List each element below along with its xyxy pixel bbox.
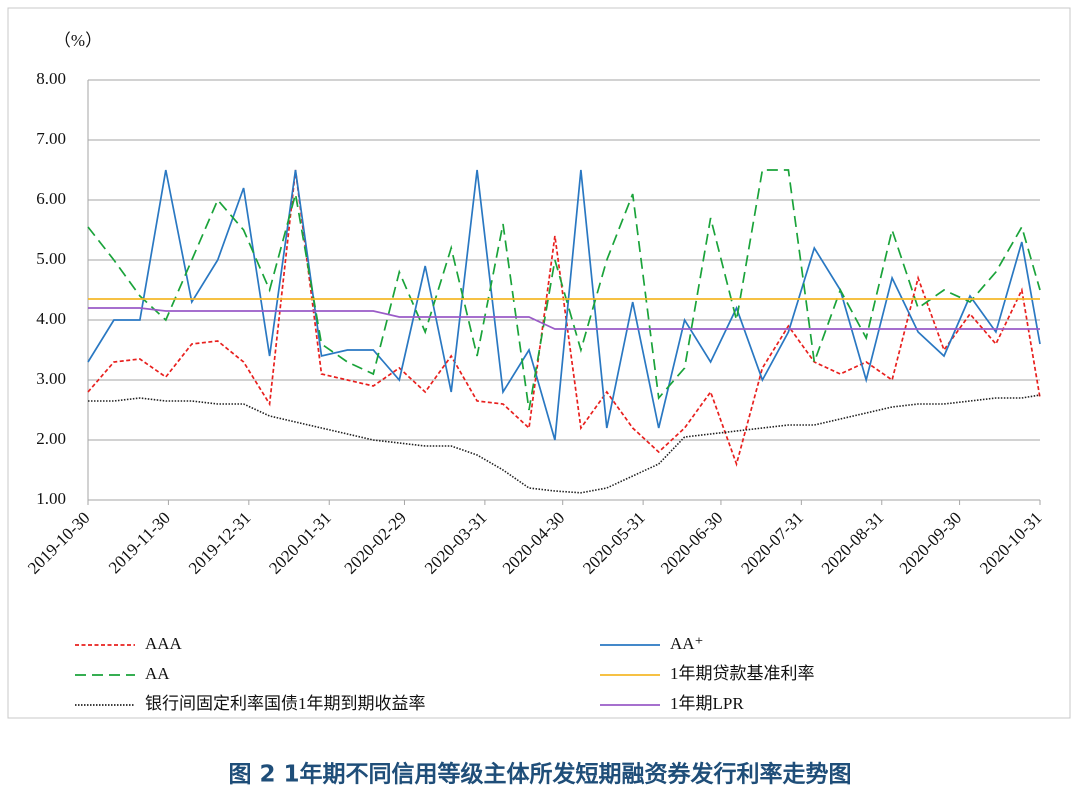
caption: 图 2 1年期不同信用等级主体所发短期融资券发行利率走势图 xyxy=(228,761,851,788)
series-line xyxy=(87,169,1041,441)
chart-frame xyxy=(7,7,1071,719)
series-line xyxy=(87,169,1041,467)
y-tick-label: 7.00 xyxy=(36,129,66,148)
y-tick-label: 8.00 xyxy=(36,69,66,88)
legend-label: 银行间固定利率国债1年期到期收益率 xyxy=(145,694,426,713)
y-tick-label: 6.00 xyxy=(36,189,66,208)
y-tick-label: 5.00 xyxy=(36,249,66,268)
legend-label: 1年期LPR xyxy=(670,694,744,713)
y-tick-label: 1.00 xyxy=(36,489,66,508)
series-line xyxy=(88,394,1041,494)
series-line xyxy=(88,307,1040,330)
y-tick-label: 4.00 xyxy=(36,309,66,328)
y-tick-label: 2.00 xyxy=(36,429,66,448)
legend-label: AA⁺ xyxy=(670,634,704,653)
y-tick-label: 3.00 xyxy=(36,369,66,388)
legend-label: AA xyxy=(145,664,170,683)
y-axis-label: （%） xyxy=(54,31,102,50)
legend-label: 1年期贷款基准利率 xyxy=(670,664,815,683)
legend-label: AAA xyxy=(145,634,183,653)
